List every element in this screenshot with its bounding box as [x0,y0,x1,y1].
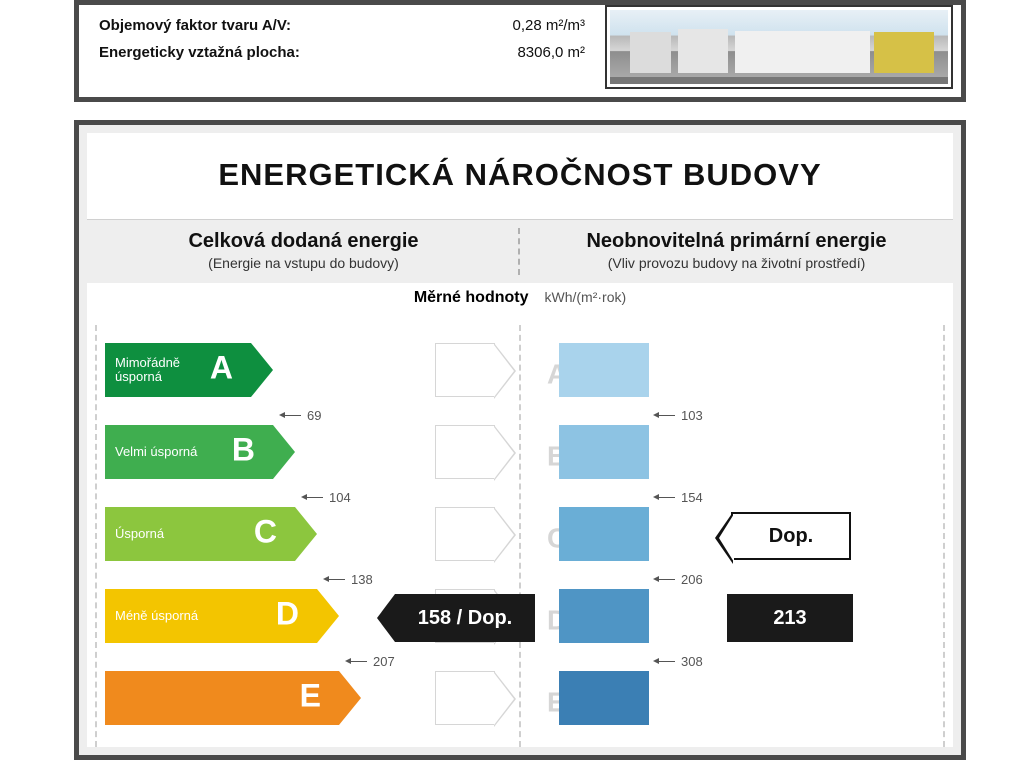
primary-energy-bar [559,671,649,725]
primary-energy-value-badge: 213 [727,594,853,642]
energy-class-letter: E [300,678,321,715]
primary-energy-bar [559,425,649,479]
subheader: Celková dodaná energie (Energie na vstup… [87,219,953,283]
energy-class-label: Méně úsporná [115,609,198,623]
info-label: Energeticky vztažná plocha: [99,44,300,61]
top-info-panel: Objemový faktor tvaru A/V: 0,28 m²/m³ Ener… [74,0,966,102]
units-label: Měrné hodnoty [414,289,529,307]
subhead-left-main: Celková dodaná energie [95,230,512,253]
primary-energy-bar [559,343,649,397]
delivered-energy-chart: Mimořádně úspornáAA69Velmi úspornáBB104Ú… [95,325,521,747]
energy-panel: ENERGETICKÁ NÁROČNOST BUDOVY Celková dod… [74,120,966,760]
subhead-left-sub: (Energie na vstupu do budovy) [95,255,512,271]
energy-class-letter: C [254,514,277,551]
units-bar: Měrné hodnoty kWh/(m²·rok) [87,283,953,311]
subhead-right-sub: (Vliv provozu budovy na životní prostřed… [528,255,945,271]
building-photo [610,10,948,84]
delivered-energy-value-badge: 158 / Dop. [395,594,535,642]
primary-energy-bar [559,507,649,561]
energy-class-row: Velmi úspornáBB104 [105,419,511,497]
title-bar: ENERGETICKÁ NÁROČNOST BUDOVY [87,133,953,219]
energy-class-row: Mimořádně úspornáAA69 [105,337,511,415]
energy-class-letter: D [276,596,299,633]
recommended-badge: Dop. [731,512,851,560]
energy-class-letter: A [210,350,233,387]
energy-class-label: Velmi úsporná [115,445,197,459]
primary-energy-bar [559,589,649,643]
primary-energy-chart: 103154206308Dop.213 [521,325,945,747]
energy-class-label: Úsporná [115,527,164,541]
primary-energy-row: 154 [529,419,935,497]
energy-class-label: Mimořádně úsporná [115,356,200,385]
building-photo-frame [605,5,953,89]
info-value: 0,28 m²/m³ [512,17,585,34]
primary-energy-row [529,665,935,743]
units-unit: kWh/(m²·rok) [545,289,627,305]
info-label: Objemový faktor tvaru A/V: [99,17,291,34]
energy-class-letter: B [232,432,255,469]
info-value: 8306,0 m² [517,44,585,61]
energy-class-row: EE [105,665,511,743]
energy-class-row: ÚspornáCC138 [105,501,511,579]
subhead-right-main: Neobnovitelná primární energie [528,230,945,253]
primary-energy-row: 103 [529,337,935,415]
panel-title: ENERGETICKÁ NÁROČNOST BUDOVY [97,157,943,193]
